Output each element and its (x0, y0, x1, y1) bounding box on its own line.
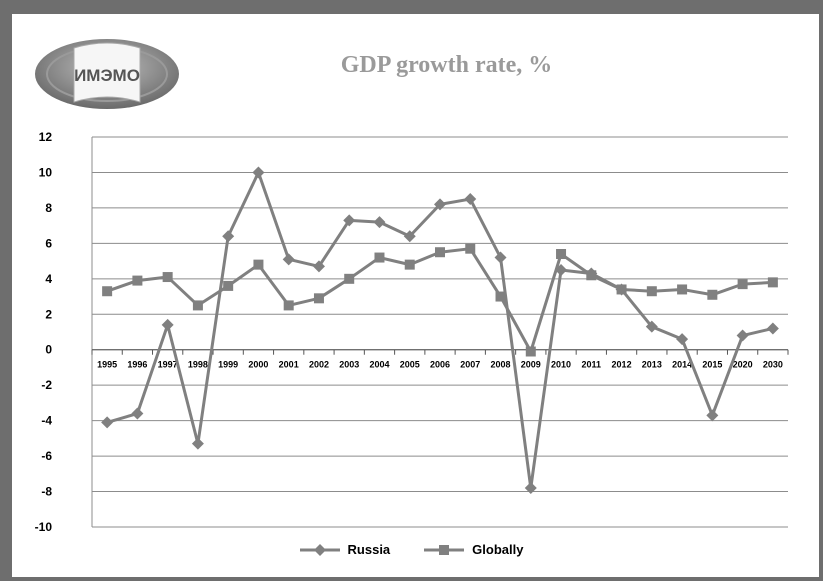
y-tick-label: 10 (39, 165, 53, 179)
data-point-globally (344, 273, 355, 284)
y-tick-label: -2 (41, 378, 52, 392)
x-tick-label: 1995 (97, 360, 117, 370)
legend-label-russia: Russia (347, 542, 391, 557)
x-tick-label: 1996 (127, 360, 147, 370)
y-tick-label: 2 (45, 307, 52, 321)
data-point-russia (343, 214, 356, 227)
legend-label-globally: Globally (472, 542, 524, 557)
data-point-globally (707, 289, 718, 300)
data-point-russia (252, 166, 265, 179)
data-point-globally (737, 279, 748, 290)
x-tick-label: 2004 (369, 360, 389, 370)
y-tick-label: 0 (45, 343, 52, 357)
logo-text: ИМЭМО (74, 66, 140, 85)
x-tick-label: 2030 (763, 360, 783, 370)
x-tick-label: 2006 (430, 360, 450, 370)
y-tick-label: 12 (39, 130, 53, 144)
x-tick-label: 2015 (702, 360, 722, 370)
data-point-globally (646, 286, 657, 297)
x-tick-label: 2003 (339, 360, 359, 370)
data-point-globally (313, 293, 324, 304)
data-point-russia (464, 193, 477, 206)
imemo-logo: ИМЭМО (32, 36, 182, 117)
data-point-globally (465, 243, 476, 254)
x-tick-label: 2000 (248, 360, 268, 370)
x-tick-label: 2010 (551, 360, 571, 370)
data-point-globally (767, 277, 778, 288)
data-point-globally (162, 272, 173, 283)
data-point-russia (524, 482, 537, 494)
y-tick-label: -10 (35, 520, 53, 534)
data-point-russia (434, 198, 446, 211)
data-point-globally (102, 286, 113, 297)
data-point-globally (132, 275, 143, 286)
data-point-globally (495, 291, 506, 302)
x-tick-label: 2014 (672, 360, 692, 370)
data-point-globally (677, 284, 688, 295)
y-tick-label: 6 (45, 236, 52, 250)
data-point-globally (556, 249, 567, 259)
y-tick-label: -6 (41, 449, 52, 463)
x-tick-label: 2009 (521, 360, 541, 370)
x-tick-label: 1999 (218, 360, 238, 370)
square-marker-icon (424, 544, 465, 555)
data-point-russia (131, 407, 144, 420)
chart-panel (12, 14, 819, 577)
data-point-russia (191, 437, 204, 450)
legend-item-russia: Russia (299, 542, 391, 557)
data-point-russia (222, 230, 235, 243)
data-point-russia (312, 260, 325, 273)
x-tick-label: 2012 (612, 360, 632, 370)
y-tick-label: 4 (45, 272, 52, 286)
series-line-russia (106, 170, 774, 490)
data-point-globally (192, 300, 203, 311)
data-point-globally (435, 247, 445, 258)
data-point-globally (404, 259, 415, 270)
data-point-globally (223, 280, 234, 291)
y-tick-label: -4 (41, 414, 52, 428)
data-point-russia (676, 333, 689, 346)
chart-title: GDP growth rate, % (340, 52, 553, 78)
x-tick-label: 2001 (279, 360, 299, 370)
y-tick-label: 8 (45, 201, 52, 215)
x-tick-label: 2007 (460, 360, 480, 370)
x-tick-label: 1998 (188, 360, 208, 370)
data-point-globally (616, 284, 627, 295)
data-point-russia (373, 216, 386, 229)
x-tick-label: 2020 (733, 360, 753, 370)
data-point-russia (494, 251, 507, 264)
x-tick-label: 2013 (642, 360, 662, 370)
data-point-russia (706, 409, 719, 422)
x-tick-label: 2008 (491, 360, 511, 370)
data-point-russia (403, 230, 416, 243)
data-point-globally (586, 270, 597, 281)
data-point-globally (283, 300, 294, 311)
diamond-marker-icon (299, 543, 340, 556)
data-point-globally (525, 346, 536, 357)
data-point-russia (282, 253, 295, 266)
data-point-globally (374, 252, 385, 263)
chart-legend: Russia Globally (0, 542, 823, 557)
x-tick-label: 2005 (400, 360, 420, 370)
x-tick-label: 1997 (158, 360, 178, 370)
data-point-russia (161, 318, 174, 331)
data-point-russia (766, 322, 779, 335)
x-tick-label: 2002 (309, 360, 329, 370)
y-tick-label: -8 (41, 485, 52, 499)
data-point-russia (101, 416, 114, 429)
data-point-russia (736, 329, 749, 342)
data-point-russia (645, 320, 658, 333)
x-tick-label: 2011 (582, 360, 602, 370)
data-point-globally (253, 259, 264, 270)
legend-item-globally: Globally (424, 542, 523, 557)
